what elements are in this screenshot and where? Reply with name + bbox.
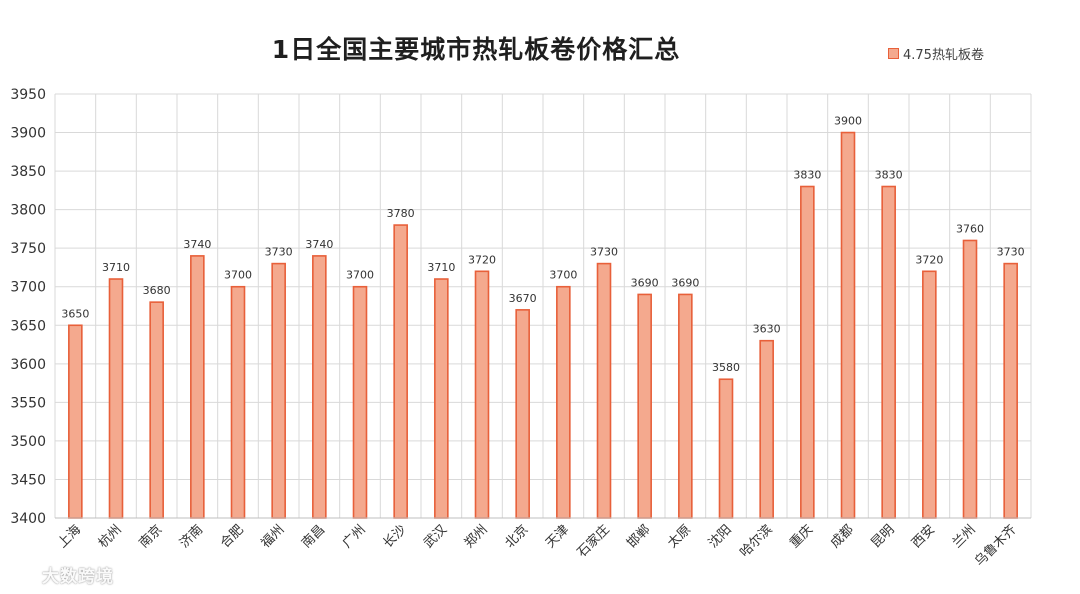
data-label: 3700	[346, 269, 374, 282]
watermark: 大数跨境	[14, 561, 114, 587]
data-label: 3760	[956, 222, 984, 235]
x-tick-label: 郑州	[462, 522, 491, 551]
x-tick-label: 太原	[665, 522, 694, 551]
x-tick-label: 乌鲁木齐	[971, 522, 1019, 570]
data-label: 3690	[671, 276, 699, 289]
x-tick-label: 上海	[55, 522, 84, 551]
bar	[434, 278, 449, 519]
legend: 4.75热轧板卷	[888, 44, 984, 63]
data-label: 3730	[997, 246, 1025, 259]
bar	[1003, 262, 1018, 519]
bar	[474, 270, 490, 519]
y-tick-label: 3550	[10, 395, 46, 411]
data-label: 3650	[61, 307, 89, 320]
data-label: 3720	[915, 253, 943, 266]
data-label: 3740	[305, 238, 333, 251]
x-tick-label: 邯郸	[624, 522, 653, 551]
bar	[312, 255, 327, 519]
legend-swatch	[888, 47, 899, 59]
x-tick-label: 兰州	[950, 522, 979, 551]
data-label: 3700	[224, 269, 252, 282]
x-tick-label: 石家庄	[574, 522, 613, 561]
y-tick-label: 3950	[10, 87, 46, 103]
x-tick-label: 北京	[502, 522, 531, 551]
data-label: 3720	[468, 253, 496, 266]
x-tick-label: 重庆	[786, 522, 816, 552]
bar	[881, 185, 896, 519]
bar	[922, 270, 937, 519]
data-label: 3900	[834, 115, 862, 128]
data-label: 3670	[509, 292, 537, 305]
bar	[556, 285, 571, 519]
y-tick-label: 3800	[10, 203, 46, 219]
data-label: 3700	[549, 269, 577, 282]
data-label: 3730	[265, 246, 293, 259]
data-label: 3830	[793, 169, 821, 182]
bar	[962, 239, 978, 519]
bar	[149, 301, 164, 519]
bar	[108, 278, 124, 519]
x-tick-label: 沈阳	[706, 522, 735, 551]
x-tick-label: 南京	[136, 522, 166, 552]
x-tick-label: 天津	[543, 522, 572, 551]
bar	[352, 285, 368, 519]
data-label: 3680	[143, 284, 171, 297]
x-tick-label: 杭州	[96, 522, 125, 551]
x-tick-label: 济南	[176, 522, 206, 552]
x-tick-label: 昆明	[868, 522, 897, 551]
data-label: 3580	[712, 361, 740, 374]
legend-label: 4.75热轧板卷	[903, 47, 984, 63]
bar	[637, 293, 652, 519]
bar	[759, 339, 774, 519]
data-label: 3830	[875, 169, 903, 182]
data-label: 3730	[590, 246, 618, 259]
bar	[800, 185, 815, 519]
bar	[68, 324, 83, 519]
bar	[393, 224, 408, 519]
data-label: 3710	[102, 261, 130, 274]
bar	[230, 285, 246, 519]
y-tick-label: 3600	[10, 357, 46, 373]
x-tick-label: 福州	[258, 522, 287, 551]
x-tick-label: 哈尔滨	[737, 522, 776, 561]
watermark-text: 大数跨境	[42, 566, 114, 587]
bar	[678, 293, 693, 519]
bar	[515, 309, 530, 519]
bar	[840, 131, 856, 519]
bar	[718, 378, 734, 519]
x-tick-label: 长沙	[380, 522, 409, 551]
data-label: 3630	[753, 323, 781, 336]
data-label: 3780	[387, 207, 415, 220]
y-tick-label: 3650	[10, 318, 46, 334]
y-tick-label: 3850	[10, 164, 46, 180]
y-tick-label: 3400	[10, 511, 46, 527]
x-tick-label: 合肥	[218, 522, 247, 551]
y-tick-label: 3700	[10, 280, 46, 296]
balloon-logo-icon	[14, 565, 38, 584]
y-tick-label: 3500	[10, 434, 46, 450]
x-tick-label: 广州	[340, 522, 369, 551]
y-tick-label: 3450	[10, 472, 46, 488]
data-label: 3740	[183, 238, 211, 251]
data-label: 3710	[427, 261, 455, 274]
x-tick-label: 成都	[828, 522, 857, 551]
bar	[190, 255, 205, 519]
bar	[596, 262, 612, 519]
y-tick-label: 3750	[10, 241, 46, 257]
chart-title: 1日全国主要城市热轧板卷价格汇总	[271, 35, 681, 64]
x-tick-label: 武汉	[421, 522, 450, 551]
bar	[271, 262, 286, 519]
x-tick-label: 西安	[909, 522, 938, 551]
x-tick-label: 南昌	[298, 522, 328, 552]
y-tick-label: 3900	[10, 126, 46, 142]
data-label: 3690	[631, 276, 659, 289]
